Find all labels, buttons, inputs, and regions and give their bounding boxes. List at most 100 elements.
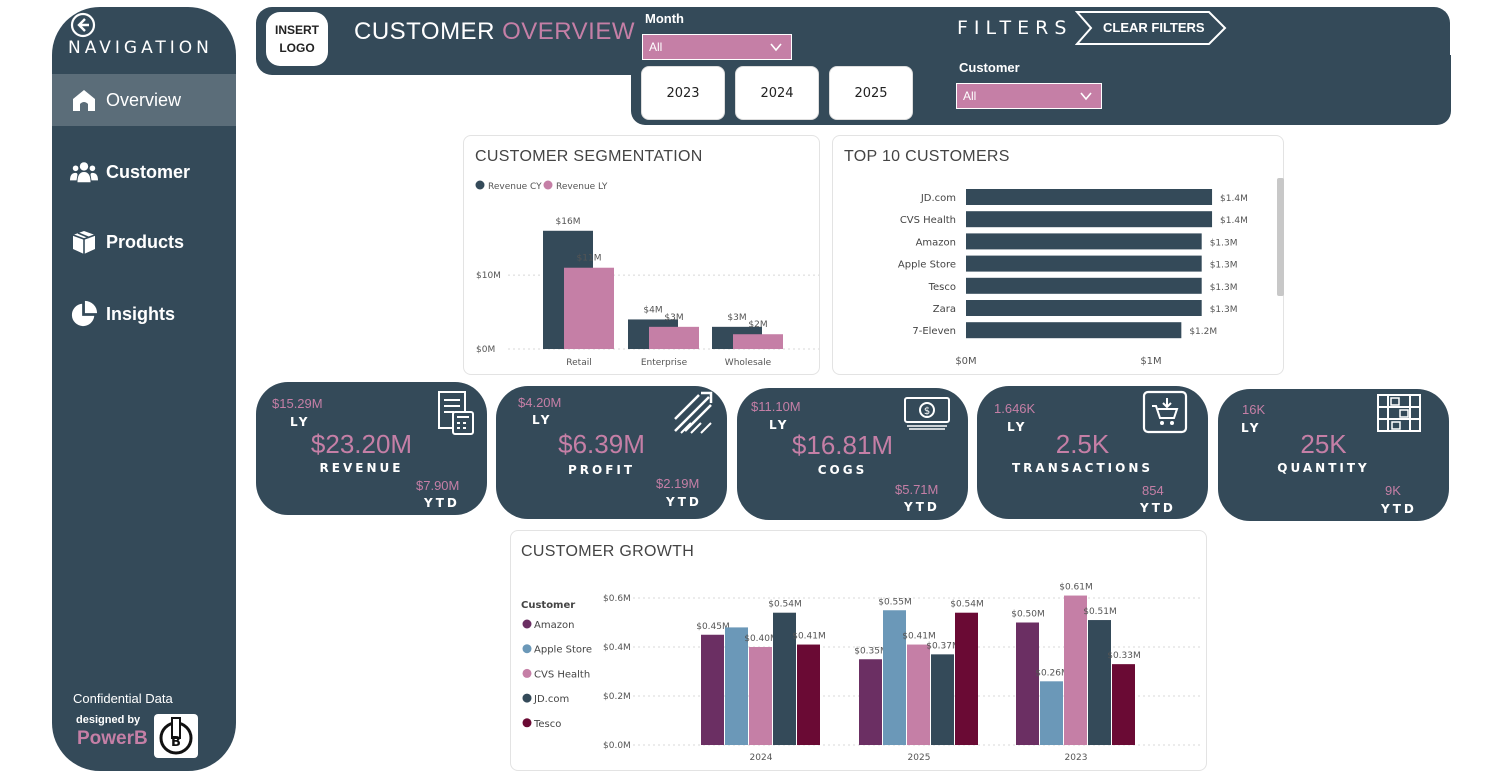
data-label: $16M xyxy=(556,217,581,227)
bar-cvs-health xyxy=(907,644,930,745)
filters-title: FILTERS xyxy=(957,17,1073,39)
kpi-value: $23.20M xyxy=(310,429,413,459)
data-label: $3M xyxy=(664,313,683,323)
data-label: $0.40M xyxy=(744,634,778,644)
growth-card: CUSTOMER GROWTH Customer Amazon Apple Stor… xyxy=(510,530,1207,771)
chevron-down-icon xyxy=(1080,92,1092,101)
invoice-calculator-icon xyxy=(436,390,476,440)
bar-apple-store xyxy=(1040,681,1063,745)
kpi-card-profit: $4.20M LY $6.39M PROFIT $2.19M YTD xyxy=(496,386,727,519)
x-tick-label: $0M xyxy=(955,356,976,367)
bar-tesco xyxy=(955,612,978,745)
kpi-ly-value: $15.29M xyxy=(272,396,323,411)
bar-revenue-ly xyxy=(649,326,699,349)
month-value: All xyxy=(649,40,663,54)
scrollbar[interactable] xyxy=(1277,178,1284,296)
nav-item-products[interactable]: Products xyxy=(52,216,236,268)
nav-item-customer[interactable]: Customer xyxy=(52,146,236,198)
category-label: CVS Health xyxy=(900,215,956,226)
nav-item-insights[interactable]: Insights xyxy=(52,288,236,340)
legend-marker xyxy=(522,668,532,678)
y-tick-label: $0.0M xyxy=(603,741,631,751)
bar-tesco xyxy=(1112,664,1135,745)
legend-label: Revenue LY xyxy=(556,182,608,192)
page-title-part1: CUSTOMER xyxy=(354,18,495,45)
bar xyxy=(966,233,1202,250)
year-button-2025[interactable]: 2025 xyxy=(829,66,913,120)
kpi-name: QUANTITY xyxy=(1277,461,1370,475)
chevron-shape-icon xyxy=(1074,11,1227,45)
confidential-label: Confidential Data xyxy=(73,691,173,706)
nav-label-products: Products xyxy=(106,231,185,252)
legend-marker xyxy=(522,718,532,728)
nav-label-overview: Overview xyxy=(106,89,182,110)
kpi-ytd-label: YTD xyxy=(1140,501,1176,515)
kpi-ytd-label: YTD xyxy=(1381,502,1417,516)
kpi-value: $6.39M xyxy=(558,429,645,459)
data-label: $0.37M xyxy=(926,641,960,651)
data-label: $4M xyxy=(643,305,662,315)
legend-marker xyxy=(475,180,485,190)
category-label: 7-Eleven xyxy=(912,326,956,337)
category-label: Apple Store xyxy=(898,260,956,271)
data-label: $1.4M xyxy=(1220,194,1248,204)
data-label: $0.54M xyxy=(768,600,802,610)
clear-filters-label: CLEAR FILTERS xyxy=(1103,20,1205,35)
legend-label: Tesco xyxy=(533,719,561,730)
back-arrow-icon[interactable] xyxy=(70,12,96,38)
category-label: Amazon xyxy=(916,237,956,248)
data-label: $0.50M xyxy=(1011,610,1045,620)
chevron-down-icon xyxy=(770,43,782,52)
data-label: $1.2M xyxy=(1189,327,1217,337)
bar-jd-com xyxy=(1088,620,1111,745)
customer-label: Customer xyxy=(959,60,1020,75)
kpi-card-quantity: 16K LY 25K QUANTITY 9K YTD xyxy=(1218,389,1449,521)
category-label: Tesco xyxy=(928,282,956,293)
data-label: $0.45M xyxy=(696,622,730,632)
brand-label: PowerB xyxy=(77,728,148,749)
x-tick-label: 2024 xyxy=(750,753,773,763)
bar-cvs-health xyxy=(1064,595,1087,745)
nav-label-insights: Insights xyxy=(106,303,176,324)
data-label: $0.35M xyxy=(854,646,888,656)
segmentation-card: CUSTOMER SEGMENTATION Revenue CY Revenue … xyxy=(463,135,820,375)
data-label: $3M xyxy=(727,313,746,323)
kpi-ytd-value: 854 xyxy=(1142,483,1164,498)
svg-text:B: B xyxy=(171,735,181,750)
data-label: $0.55M xyxy=(878,597,912,607)
category-label: Zara xyxy=(933,304,956,315)
kpi-name: TRANSACTIONS xyxy=(1011,461,1154,475)
month-dropdown[interactable]: All xyxy=(642,34,792,60)
kpi-ly-value: $4.20M xyxy=(518,395,562,410)
kpi-ly-value: 1.646K xyxy=(994,401,1036,416)
segmentation-chart: Revenue CY Revenue LY $0M $10M $16M $11M Retai… xyxy=(475,180,819,368)
nav-item-overview[interactable]: Overview xyxy=(52,74,236,126)
kpi-ly-value: 16K xyxy=(1242,402,1266,417)
data-label: $0.41M xyxy=(792,632,826,642)
data-label: $11M xyxy=(577,254,602,264)
kpi-ytd-label: YTD xyxy=(666,495,702,509)
kpi-card-revenue: $15.29M LY $23.20M REVENUE $7.90M YTD xyxy=(256,382,487,515)
year-button-2023[interactable]: 2023 xyxy=(641,66,725,120)
x-tick-label: 2025 xyxy=(908,753,931,763)
kpi-card-cogs: $11.10M LY $16.81M COGS $5.71M YTD $ xyxy=(737,388,968,520)
kpi-ly-label: LY xyxy=(1241,421,1262,435)
x-tick-label: 2023 xyxy=(1065,753,1088,763)
top-customers-title: TOP 10 CUSTOMERS xyxy=(844,148,1010,165)
year-button-2024[interactable]: 2024 xyxy=(735,66,819,120)
data-label: $2M xyxy=(748,320,767,330)
customer-dropdown[interactable]: All xyxy=(956,83,1102,109)
users-icon xyxy=(70,158,98,186)
clear-filters-button[interactable]: CLEAR FILTERS xyxy=(1074,11,1227,45)
bar-amazon xyxy=(701,634,724,745)
kpi-value: 25K xyxy=(1300,429,1347,459)
logo-line2: LOGO xyxy=(279,41,315,55)
page-title: CUSTOMER OVERVIEW xyxy=(354,18,635,46)
y-tick-label: $0M xyxy=(476,345,495,355)
kpi-ly-value: $11.10M xyxy=(751,399,801,414)
logo-placeholder: INSERT LOGO xyxy=(266,12,328,66)
top-customers-card: TOP 10 CUSTOMERS JD.com $1.4M CVS Health $1… xyxy=(832,135,1284,375)
kpi-card-transactions: 1.646K LY 2.5K TRANSACTIONS 854 YTD xyxy=(977,386,1208,519)
top-customers-chart: JD.com $1.4M CVS Health $1.4M Amazon $1.3M App… xyxy=(898,189,1248,367)
kpi-ly-label: LY xyxy=(290,415,311,429)
